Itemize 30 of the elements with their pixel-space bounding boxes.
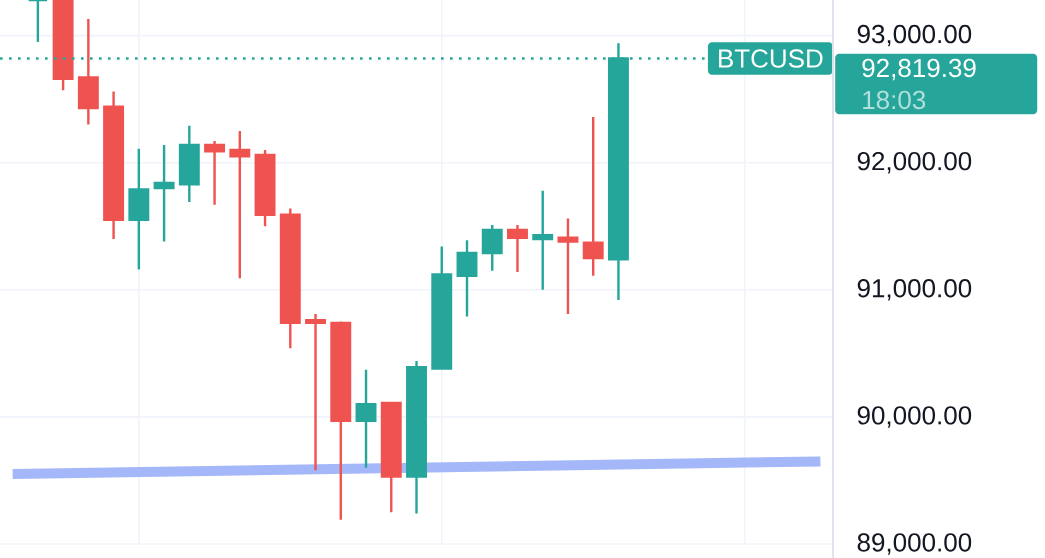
candlestick — [557, 217, 579, 316]
candlestick — [456, 239, 478, 318]
candlestick — [431, 245, 453, 370]
text: 18:03 — [863, 90, 926, 110]
candlestick — [406, 359, 427, 515]
candlestick — [582, 115, 604, 278]
candlestick — [507, 223, 528, 274]
candlestick — [380, 400, 402, 514]
y-tick-label: 93,000.00 — [857, 24, 972, 47]
candlestick — [481, 223, 503, 272]
y-tick-label: 90,000.00 — [857, 406, 972, 428]
ref-line-label: BTCUSD — [719, 49, 823, 68]
candlestick — [330, 320, 352, 522]
candlestick — [204, 139, 226, 206]
candlestick — [532, 189, 554, 291]
candlestick — [77, 17, 99, 126]
candlestick — [178, 124, 200, 204]
y-tick-label: 92,000.00 — [857, 151, 972, 174]
candlestick — [355, 368, 377, 469]
candlestick — [128, 147, 150, 271]
y-tick-label: 89,000.00 — [857, 533, 972, 555]
candlestick — [153, 143, 175, 243]
candlestick — [52, 0, 74, 92]
y-tick-label: 91,000.00 — [857, 279, 972, 301]
candlestick — [229, 129, 251, 280]
candlestick — [103, 90, 125, 241]
candlestick — [279, 207, 301, 350]
text: 92,819.39 — [862, 58, 976, 81]
candlestick — [305, 312, 326, 472]
candlestick — [254, 148, 276, 228]
